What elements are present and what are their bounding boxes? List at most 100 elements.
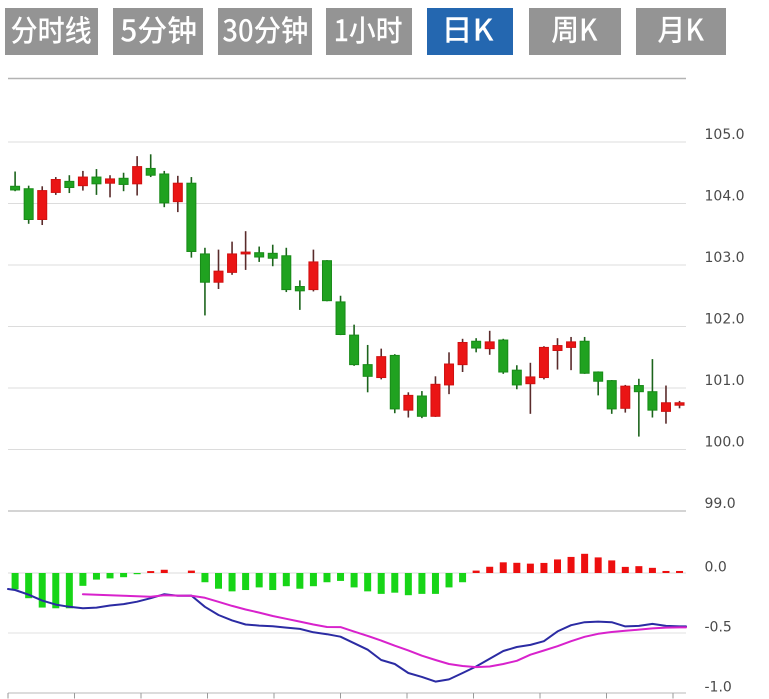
macd-bar-positive xyxy=(594,557,602,573)
candle-down xyxy=(186,182,197,252)
tab-label-glyphs xyxy=(657,16,704,44)
candle-up xyxy=(132,166,143,185)
candle-up xyxy=(105,178,116,184)
macd-bar-positive xyxy=(567,556,575,573)
candle-up xyxy=(172,182,183,203)
candle-down xyxy=(416,395,427,417)
tab-label-glyphs xyxy=(120,16,195,44)
macd-bar-negative xyxy=(323,573,331,583)
price-axis-label: 103.0 xyxy=(705,250,745,266)
candle-down xyxy=(118,177,129,185)
macd-bar-negative xyxy=(25,573,33,599)
price-axis-label: 102.0 xyxy=(705,312,745,328)
candle-down xyxy=(593,371,604,382)
axis-labels: 105.0 104.0 103.0 102.0 101.0 100.0 99.0 0.0 -0.… xyxy=(705,127,745,696)
candle-up xyxy=(308,261,319,291)
candle-down xyxy=(349,334,360,366)
grid-lines xyxy=(7,77,686,699)
macd-bar-positive xyxy=(540,562,548,573)
macd-bar-positive xyxy=(635,566,643,573)
tab-label-glyphs xyxy=(11,16,91,45)
tab-label-glyphs xyxy=(222,16,307,44)
macd-bar-negative xyxy=(65,573,73,609)
macd-bar-negative xyxy=(11,573,19,590)
macd-bar-positive xyxy=(662,570,670,573)
macd-axis-label: -0.5 xyxy=(705,620,732,636)
candle-up xyxy=(240,251,251,255)
candle-up xyxy=(403,394,414,411)
candle-down xyxy=(471,340,482,349)
candle-down xyxy=(633,385,644,393)
macd-bar-negative xyxy=(215,573,222,589)
price-axis-label: 105.0 xyxy=(705,127,745,143)
candle-down xyxy=(199,253,210,283)
macd-bar-positive xyxy=(147,571,155,573)
candle-down xyxy=(294,286,305,292)
macd-bar-negative xyxy=(255,573,263,588)
price-axis-label: 99.0 xyxy=(705,496,736,512)
candle-down xyxy=(145,167,156,176)
macd-bar-positive xyxy=(621,566,629,573)
macd-bar-positive xyxy=(526,563,534,573)
candle-up xyxy=(50,179,61,193)
macd-bar-negative xyxy=(337,573,345,581)
macd-bar-negative xyxy=(350,573,358,588)
macd-bar-negative xyxy=(445,573,453,588)
tab-5min[interactable]: 5分钟 xyxy=(112,8,203,55)
candle-down xyxy=(254,252,265,258)
macd-bar-positive xyxy=(648,567,656,573)
macd-bar-negative xyxy=(201,573,209,583)
tab-30min[interactable]: 30分钟 xyxy=(217,8,312,55)
macd-bar-negative xyxy=(431,573,439,594)
macd-bar-negative xyxy=(296,573,304,589)
dif-line xyxy=(7,588,687,683)
macd-bar-positive xyxy=(554,559,561,573)
candle-up xyxy=(213,270,224,283)
candle-down xyxy=(64,180,75,189)
candle-up xyxy=(566,341,577,348)
price-axis-label: 100.0 xyxy=(705,435,745,451)
candle-down xyxy=(579,340,590,374)
candle-down xyxy=(159,173,170,204)
tab-weekly-k[interactable]: 周K xyxy=(529,8,621,55)
macd-indicator xyxy=(7,553,687,683)
macd-bar-negative xyxy=(459,573,467,583)
macd-bar-positive xyxy=(187,570,195,573)
macd-bar-negative xyxy=(282,573,290,587)
candle-down xyxy=(321,260,332,302)
tab-1hour[interactable]: 1小时 xyxy=(326,8,412,55)
macd-bar-negative xyxy=(38,573,46,608)
macd-bar-negative xyxy=(133,573,141,575)
macd-bar-negative xyxy=(418,573,426,594)
candle-down xyxy=(10,185,21,191)
price-axis-label: 104.0 xyxy=(705,189,745,205)
macd-bar-positive xyxy=(608,560,616,573)
candle-down xyxy=(91,176,102,185)
timeframe-tabs: 分时线 5分钟 30分钟 1小时 日K 周K 月K xyxy=(0,0,769,62)
macd-bar-positive xyxy=(472,570,480,573)
candle-up xyxy=(484,341,495,350)
macd-axis-label: 0.0 xyxy=(705,560,727,576)
candle-down xyxy=(23,188,34,220)
candle-up xyxy=(674,402,685,406)
macd-bar-negative xyxy=(79,573,87,586)
macd-bar-negative xyxy=(309,573,317,587)
candle-down xyxy=(267,252,278,259)
candle-down xyxy=(606,380,617,410)
candle-up xyxy=(227,253,238,273)
tab-label-glyphs xyxy=(446,17,494,43)
tab-monthly-k[interactable]: 月K xyxy=(635,8,726,55)
tab-time-line[interactable]: 分时线 xyxy=(5,8,98,55)
candle-down xyxy=(362,364,373,377)
tab-daily-k[interactable]: 日K xyxy=(427,8,513,55)
macd-bar-negative xyxy=(404,573,412,596)
candle-up xyxy=(430,383,441,417)
macd-bar-positive xyxy=(499,562,507,573)
candle-up xyxy=(620,385,631,409)
macd-bar-positive xyxy=(581,553,589,573)
candle-up xyxy=(660,402,671,412)
macd-axis-label: -1.0 xyxy=(705,680,732,696)
tab-label-glyphs xyxy=(335,16,402,44)
candle-up xyxy=(444,363,455,386)
